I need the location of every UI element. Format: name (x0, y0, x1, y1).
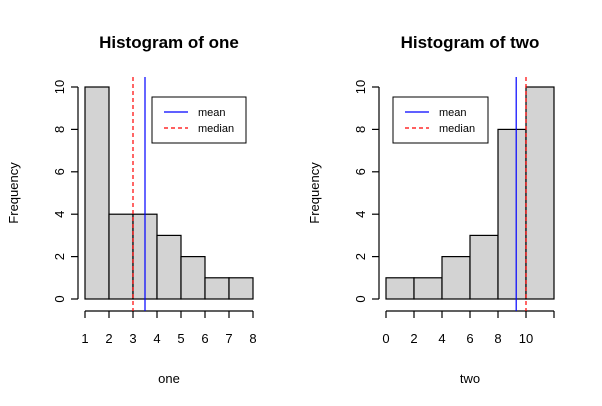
x-tick-label: 8 (249, 331, 256, 346)
y-tick-label: 10 (353, 80, 368, 94)
legend-label: mean (439, 107, 467, 119)
x-tick-label: 6 (201, 331, 208, 346)
y-tick-label: 2 (52, 253, 67, 260)
legend-box (151, 96, 247, 144)
histogram-bar (180, 256, 206, 300)
histogram-bar (84, 86, 110, 300)
x-tick-label: 6 (466, 331, 473, 346)
x-tick-label: 3 (129, 331, 136, 346)
y-tick-label: 10 (52, 80, 67, 94)
x-tick-label: 7 (225, 331, 232, 346)
y-tick-label: 0 (52, 295, 67, 302)
x-tick-label: 4 (438, 331, 445, 346)
legend: mean median (151, 96, 247, 144)
histogram-bar (108, 213, 134, 300)
histogram-bar (228, 277, 254, 300)
y-tick-label: 4 (353, 211, 368, 218)
y-tick-label: 6 (52, 168, 67, 175)
x-tick-label: 1 (81, 331, 88, 346)
x-tick-label: 8 (494, 331, 501, 346)
legend-label: mean (198, 107, 226, 119)
x-axis-label: two (460, 371, 480, 386)
x-axis-label: one (158, 371, 180, 386)
histogram-bar (413, 277, 443, 300)
x-tick-label: 10 (519, 331, 533, 346)
histogram-panel-1: Histogram of one 0 2 4 6 8 10 Frequency 1 2 3 4 5 6 7 8… (6, 33, 257, 386)
y-tick-label: 2 (353, 253, 368, 260)
histogram-bar (441, 256, 471, 300)
x-tick-label: 2 (105, 331, 112, 346)
histogram-bar (385, 277, 415, 300)
chart-title: Histogram of two (401, 33, 540, 52)
histogram-bar (469, 234, 499, 300)
x-tick-label: 5 (177, 331, 184, 346)
legend-label: median (198, 123, 234, 135)
histogram-bar (156, 234, 182, 300)
y-axis-label: Frequency (6, 162, 21, 224)
legend-box (392, 96, 489, 144)
histogram-bar (497, 128, 527, 300)
y-tick-label: 0 (353, 295, 368, 302)
y-tick-label: 8 (52, 126, 67, 133)
histogram-bar (204, 277, 230, 300)
y-axis-label: Frequency (307, 162, 322, 224)
x-tick-label: 2 (410, 331, 417, 346)
histogram-panel-2: Histogram of two 0 2 4 6 8 10 Frequency 0 2 4 6 8 10 t… (307, 33, 555, 386)
legend-label: median (439, 123, 475, 135)
chart-title: Histogram of one (99, 33, 239, 52)
x-tick-label: 0 (382, 331, 389, 346)
x-tick-label: 4 (153, 331, 160, 346)
y-tick-label: 8 (353, 126, 368, 133)
y-tick-label: 6 (353, 168, 368, 175)
y-tick-label: 4 (52, 211, 67, 218)
legend: mean median (392, 96, 489, 144)
histogram-bar (525, 86, 555, 300)
